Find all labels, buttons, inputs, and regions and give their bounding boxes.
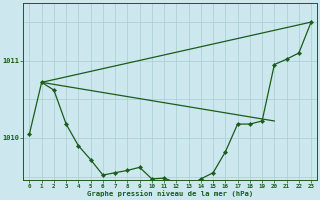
X-axis label: Graphe pression niveau de la mer (hPa): Graphe pression niveau de la mer (hPa) bbox=[87, 190, 253, 197]
